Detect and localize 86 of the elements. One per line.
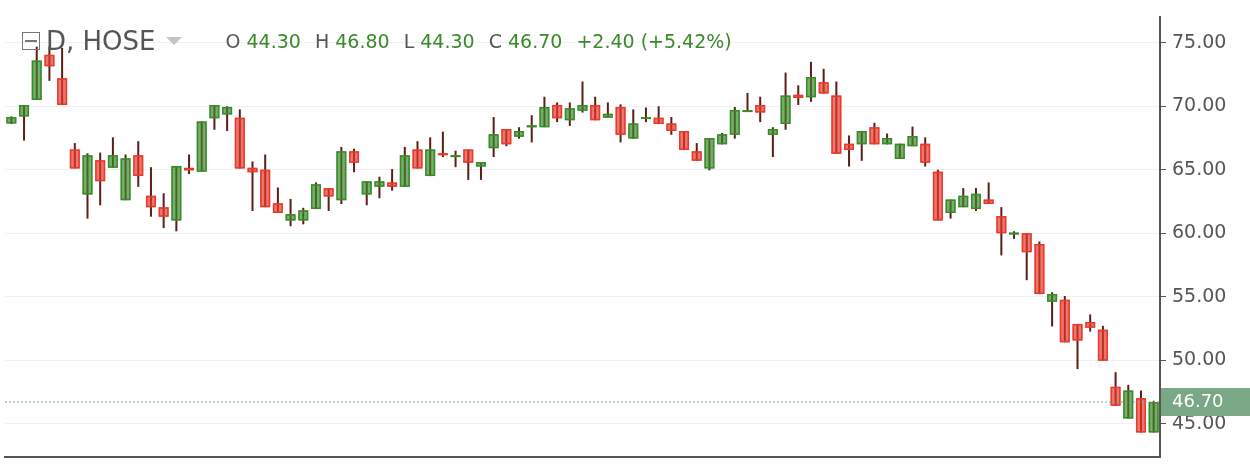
candlestick xyxy=(844,134,855,168)
candlestick xyxy=(1047,291,1058,328)
candlestick xyxy=(374,175,385,200)
candlestick xyxy=(1097,324,1108,362)
annotation: C 46.70 xyxy=(488,30,563,52)
candlestick xyxy=(95,151,106,207)
annotation: O 44.30 xyxy=(225,30,301,52)
candlestick xyxy=(526,114,537,144)
candlestick xyxy=(323,187,334,212)
y-tick-label: 50.00 xyxy=(1172,347,1227,370)
candlestick xyxy=(171,164,182,233)
candlestick xyxy=(412,140,423,170)
candlestick xyxy=(539,95,550,129)
candlestick xyxy=(145,166,156,218)
candlestick xyxy=(19,103,30,142)
candlestick xyxy=(869,121,880,146)
candlestick xyxy=(69,142,80,170)
candlestick xyxy=(552,101,563,124)
candlestick xyxy=(336,145,347,205)
candlestick xyxy=(932,168,943,222)
candlestick xyxy=(590,95,601,122)
candlestick xyxy=(209,103,220,131)
candlestick xyxy=(247,160,258,212)
candlestick xyxy=(628,108,639,140)
candlestick xyxy=(399,145,410,188)
candlestick xyxy=(1072,322,1083,371)
candlestick xyxy=(1148,399,1159,434)
candlestick xyxy=(310,181,321,211)
annotation: +2.40 (+5.42%) xyxy=(576,30,732,52)
candlestick xyxy=(107,136,118,169)
candlestick xyxy=(704,136,715,172)
candlestick xyxy=(907,125,918,148)
candlestick xyxy=(1059,295,1070,344)
candlestick xyxy=(856,130,867,162)
candlestick xyxy=(958,187,969,209)
y-tick-label: 60.00 xyxy=(1172,220,1227,243)
candlestick xyxy=(729,105,740,140)
candlestick xyxy=(945,198,956,220)
candlestick xyxy=(260,153,271,209)
candlestick xyxy=(577,80,588,114)
candlestick xyxy=(767,126,778,159)
candlestick xyxy=(615,103,626,144)
candlestick xyxy=(196,120,207,173)
candlestick xyxy=(564,101,575,127)
candlestick xyxy=(1135,389,1146,434)
candlestick xyxy=(222,105,233,133)
candlestick xyxy=(920,136,931,168)
candlestick xyxy=(158,192,169,230)
annotation: L 44.30 xyxy=(403,30,475,52)
candlestick xyxy=(361,180,372,207)
candlestick xyxy=(285,197,296,228)
candlestick xyxy=(272,186,283,214)
y-tick-label: 55.00 xyxy=(1172,283,1227,306)
candlestick xyxy=(679,130,690,152)
candlestick xyxy=(234,108,245,170)
candlestick xyxy=(133,140,144,188)
candlestick xyxy=(970,187,981,212)
ref-line-label: 46.70 xyxy=(1172,389,1224,411)
candlestick xyxy=(831,80,842,155)
candlestick xyxy=(387,168,398,192)
candlestick xyxy=(805,60,816,103)
candlestick xyxy=(996,206,1007,257)
candlestick xyxy=(488,116,499,159)
y-tick-label: 75.00 xyxy=(1172,29,1227,52)
candlestick xyxy=(793,84,804,106)
y-tick-label: 70.00 xyxy=(1172,93,1227,116)
candlestick xyxy=(82,152,93,220)
candlestick xyxy=(437,130,448,159)
candlestick xyxy=(349,147,360,174)
candlestick xyxy=(1123,383,1134,420)
candlestick xyxy=(983,181,994,205)
candlestick xyxy=(120,153,131,202)
candlestick xyxy=(1110,371,1121,407)
candlestick xyxy=(742,91,753,113)
candlestick xyxy=(818,67,829,95)
annotation: H 46.80 xyxy=(314,30,390,52)
chart-title: D, HOSE xyxy=(46,26,156,56)
candlestick xyxy=(425,136,436,178)
candlestick xyxy=(1034,240,1045,296)
candlestick xyxy=(755,95,766,124)
candlestick xyxy=(1021,232,1032,282)
y-tick-label: 65.00 xyxy=(1172,156,1227,179)
candlestick xyxy=(184,153,195,176)
candlestick xyxy=(31,45,42,101)
candlestick xyxy=(463,148,474,181)
candlestick xyxy=(780,71,791,131)
